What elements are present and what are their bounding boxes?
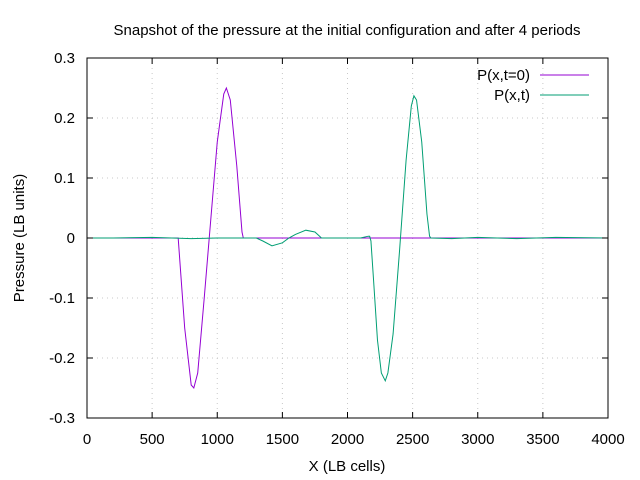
legend-label-2: P(x,t) <box>494 87 530 104</box>
y-tick-label: 0 <box>67 230 75 247</box>
x-tick-label: 4000 <box>591 431 624 448</box>
x-tick-label: 1000 <box>201 431 234 448</box>
y-tick-label: 0.1 <box>54 170 75 187</box>
y-tick-label: -0.2 <box>49 350 75 367</box>
x-tick-label: 2000 <box>331 431 364 448</box>
legend: P(x,t=0) P(x,t) <box>477 67 589 104</box>
x-tick-label: 3500 <box>526 431 559 448</box>
x-tick-label: 3000 <box>461 431 494 448</box>
y-tick-label: -0.3 <box>49 410 75 427</box>
x-tick-label: 2500 <box>396 431 429 448</box>
x-tick-label: 500 <box>140 431 165 448</box>
y-tick-label: -0.1 <box>49 290 75 307</box>
ticks: 0 500 1000 1500 2000 2500 3000 3500 4000 -0.3 -0.2… <box>49 50 625 448</box>
series-layer <box>87 86 609 390</box>
chart-title: Snapshot of the pressure at the initial … <box>114 22 581 39</box>
x-axis-label: X (LB cells) <box>309 458 386 475</box>
y-tick-label: 0.3 <box>54 50 75 67</box>
y-axis-label: Pressure (LB units) <box>11 174 28 302</box>
y-tick-label: 0.2 <box>54 110 75 127</box>
series-line-2 <box>87 94 609 383</box>
x-tick-label: 0 <box>83 431 91 448</box>
legend-label-1: P(x,t=0) <box>477 67 530 84</box>
series-line-1 <box>87 86 608 390</box>
x-tick-label: 1500 <box>266 431 299 448</box>
